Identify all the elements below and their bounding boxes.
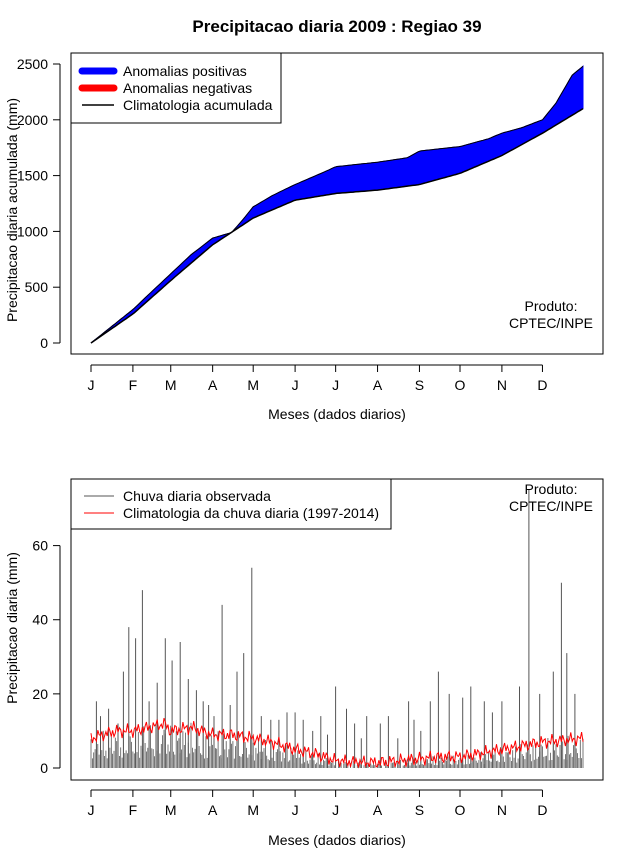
- bottom-credit-line2: CPTEC/INPE: [509, 498, 593, 514]
- bottom-x-tick-label: A: [208, 802, 218, 818]
- bottom-x-tick-label: M: [165, 802, 177, 818]
- climatology-cumulative-line: [90, 107, 584, 344]
- top-x-tick-label: D: [537, 377, 547, 393]
- top-y-tick-label: 2500: [17, 56, 48, 72]
- top-x-tick-label: F: [129, 377, 138, 393]
- top-x-tick-label: N: [497, 377, 507, 393]
- top-x-tick-label: M: [165, 377, 177, 393]
- top-credit-line2: CPTEC/INPE: [509, 315, 593, 331]
- legend-label-climatology: Climatologia acumulada: [123, 97, 273, 113]
- top-y-label: Precipitacao diaria acumulada (mm): [4, 98, 20, 322]
- bottom-y-tick-label: 60: [32, 538, 48, 554]
- top-y-tick-label: 1000: [17, 223, 48, 239]
- top-x-tick-label: J: [88, 377, 95, 393]
- legend-label-negative: Anomalias negativas: [123, 80, 252, 96]
- observed-cumulative-line: [90, 65, 584, 344]
- bottom-x-tick-label: J: [332, 802, 339, 818]
- top-x-tick-label: J: [292, 377, 299, 393]
- legend-label-observed: Chuva diaria observada: [123, 488, 271, 504]
- top-y-tick-label: 1500: [17, 168, 48, 184]
- bottom-y-tick-label: 40: [32, 612, 48, 628]
- bottom-x-tick-label: A: [373, 802, 383, 818]
- top-plot-area: [90, 65, 584, 344]
- top-x-tick-label: A: [208, 377, 218, 393]
- legend-label-positive: Anomalias positivas: [123, 63, 247, 79]
- top-y-axis: 0 500 1000 1500 2000 2500: [17, 56, 61, 351]
- bottom-y-label: Precipitacao diaria (mm): [4, 552, 20, 704]
- top-x-tick-label: O: [455, 377, 466, 393]
- bottom-plot-area: [90, 490, 584, 769]
- top-x-tick-label: M: [247, 377, 259, 393]
- chart-title: Precipitacao diaria 2009 : Regiao 39: [192, 17, 481, 36]
- top-y-tick-label: 2000: [17, 112, 48, 128]
- bottom-credit-line1: Produto:: [525, 481, 578, 497]
- bottom-y-axis: 0 20 40 60: [32, 538, 61, 776]
- top-legend: Anomalias positivas Anomalias negativas …: [70, 52, 282, 124]
- top-plot-frame: [70, 52, 604, 355]
- bottom-x-tick-label: J: [292, 802, 299, 818]
- bottom-x-tick-label: D: [537, 802, 547, 818]
- bottom-legend-box: [70, 478, 392, 530]
- top-y-tick-label: 0: [40, 335, 48, 351]
- bottom-panel: 0 20 40 60 J F M A M J J A S O N D Meses (dados diario…: [4, 478, 604, 848]
- bottom-x-tick-label: N: [497, 802, 507, 818]
- bottom-x-tick-label: F: [129, 802, 138, 818]
- top-x-tick-label: S: [415, 377, 424, 393]
- top-panel: Precipitacao diaria 2009 : Regiao 39 0 50…: [4, 17, 604, 422]
- top-x-tick-label: J: [332, 377, 339, 393]
- legend-label-clim-daily: Climatologia da chuva diaria (1997-2014): [123, 505, 379, 521]
- bottom-x-tick-label: O: [455, 802, 466, 818]
- bottom-legend: Chuva diaria observada Climatologia da c…: [70, 478, 392, 530]
- climatology-daily-line: [90, 717, 584, 769]
- bottom-x-label: Meses (dados diarios): [268, 832, 406, 848]
- top-y-tick-label: 500: [25, 279, 49, 295]
- top-x-label: Meses (dados diarios): [268, 406, 406, 422]
- bottom-y-tick-label: 0: [40, 760, 48, 776]
- top-credit-line1: Produto:: [525, 298, 578, 314]
- bottom-y-tick-label: 20: [32, 686, 48, 702]
- top-x-tick-label: A: [373, 377, 383, 393]
- bottom-x-tick-label: J: [88, 802, 95, 818]
- bottom-x-tick-label: S: [415, 802, 424, 818]
- bottom-x-tick-label: M: [247, 802, 259, 818]
